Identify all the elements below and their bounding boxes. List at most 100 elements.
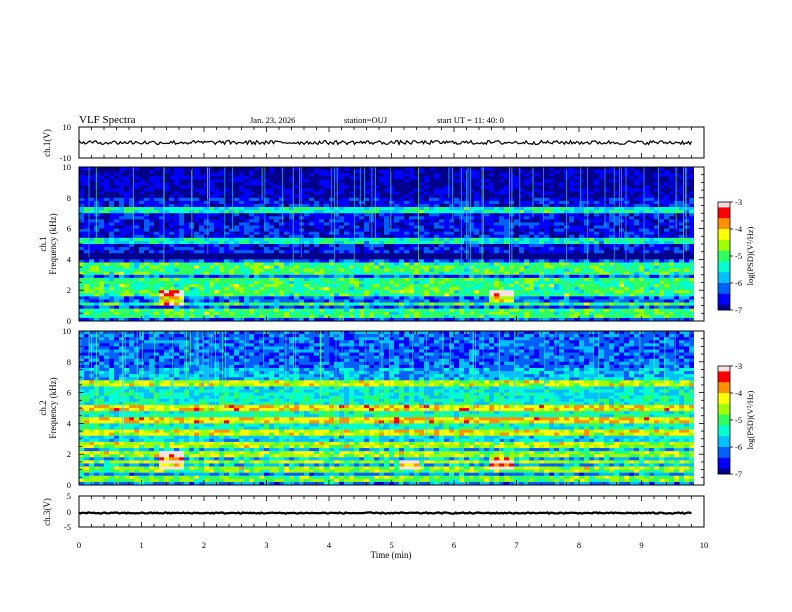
spectrogram-cell (514, 194, 520, 199)
spectrogram-cell (249, 222, 255, 226)
spectrogram-cell (279, 219, 285, 223)
spectrogram-cell (129, 179, 135, 183)
spectrogram-cell (439, 237, 445, 242)
spectrogram-cell (304, 296, 310, 300)
spectrogram-cell (519, 250, 525, 254)
spectrogram-cell (99, 317, 105, 322)
spectrogram-cell (359, 176, 365, 180)
spectrogram-cell (314, 311, 320, 316)
spectrogram-cell (199, 250, 205, 254)
spectrogram-cell (394, 170, 400, 174)
spectrogram-cell (354, 222, 360, 226)
spectrogram-cell (499, 271, 505, 276)
spectrogram-cell (324, 308, 330, 313)
spectrogram-cell (194, 250, 200, 254)
spectrogram-cell (554, 262, 560, 266)
spectrogram-cell (239, 296, 245, 300)
spectrogram-cell (434, 268, 440, 273)
spectrogram-cell (429, 314, 435, 319)
spectrogram-cell (394, 237, 400, 242)
spectrogram-cell (419, 290, 425, 294)
spectrogram-cell (339, 179, 345, 183)
spectrogram-cell (504, 262, 510, 266)
spectrogram-cell (499, 182, 505, 186)
spectrogram-cell (179, 216, 185, 220)
spectrogram-cell (419, 185, 425, 189)
spectrogram-cell (184, 265, 190, 270)
spectrogram-cell (299, 311, 305, 316)
spectrogram-cell (284, 194, 290, 199)
spectrogram-cell (454, 191, 460, 196)
spectrogram-cell (154, 240, 160, 245)
spectrogram-cell (339, 173, 345, 177)
spectrogram-cell (279, 194, 285, 199)
spectrogram-cell (199, 191, 205, 196)
spectrogram-cell (244, 167, 250, 171)
spectrogram-cell (129, 240, 135, 245)
spectrogram-cell (129, 200, 135, 205)
spectrogram-cell (234, 256, 240, 260)
spectrogram-cell (379, 240, 385, 245)
spectrogram-cell (179, 194, 185, 199)
spectrogram-cell (259, 256, 265, 260)
spectrogram-cell (559, 200, 565, 205)
spectrogram-cell (534, 259, 540, 263)
spectrogram-cell (184, 271, 190, 276)
spectrogram-cell (394, 194, 400, 199)
spectrogram-cell (524, 225, 530, 229)
spectrogram-cell (294, 191, 300, 196)
spectrogram-cell (134, 197, 140, 202)
spectrogram-cell (574, 179, 580, 183)
spectrogram-cell (429, 191, 435, 196)
spectrogram-cell (199, 302, 205, 306)
spectrogram-cell (359, 250, 365, 254)
spectrogram-cell (89, 287, 95, 291)
spectrogram-cell (459, 194, 465, 199)
spectrogram-cell (244, 250, 250, 254)
spectrogram-cell (129, 290, 135, 294)
spectrogram-cell (429, 287, 435, 291)
spectrogram-cell (204, 296, 210, 300)
spectrogram-cell (89, 311, 95, 316)
spectrogram-cell (434, 317, 440, 322)
spectrogram-cell (79, 194, 85, 199)
spectrogram-cell (119, 237, 125, 242)
spectrogram-cell (129, 210, 135, 214)
spectrogram-cell (339, 219, 345, 223)
spectrogram-cell (549, 176, 555, 180)
spectrogram-cell (339, 197, 345, 202)
spectrogram-cell (354, 305, 360, 310)
spectrogram-cell (529, 302, 535, 306)
spectrogram-cell (159, 191, 165, 196)
spectrogram-cell (539, 253, 545, 257)
spectrogram-cell (339, 308, 345, 313)
spectrogram-cell (369, 280, 375, 285)
spectrogram-cell (149, 268, 155, 273)
spectrogram-cell (274, 225, 280, 229)
spectrogram-cell (184, 247, 190, 251)
spectrogram-cell (259, 225, 265, 229)
spectrogram-cell (439, 311, 445, 316)
spectrogram-cell (249, 167, 255, 171)
spectrogram-cell (429, 228, 435, 233)
spectrogram-cell (109, 256, 115, 260)
spectrogram-cell (259, 299, 265, 303)
spectrogram-cell (99, 216, 105, 220)
spectrogram-cell (359, 240, 365, 245)
spectrogram-cell (269, 302, 275, 306)
spectrogram-cell (289, 296, 295, 300)
spectrogram-cell (279, 250, 285, 254)
spectrogram-cell (319, 203, 325, 208)
spectrogram-cell (139, 277, 145, 282)
spectrogram-cell (124, 191, 130, 196)
spectrogram-cell (229, 244, 235, 248)
spectrogram-cell (189, 274, 195, 279)
spectrogram-cell (479, 284, 485, 288)
spectrogram-cell (229, 182, 235, 186)
spectrogram-cell (544, 179, 550, 183)
spectrogram-cell (569, 280, 575, 285)
spectrogram-cell (519, 293, 525, 297)
spectrogram-cell (114, 274, 120, 279)
spectrogram-cell (414, 200, 420, 205)
spectrogram-cell (334, 274, 340, 279)
